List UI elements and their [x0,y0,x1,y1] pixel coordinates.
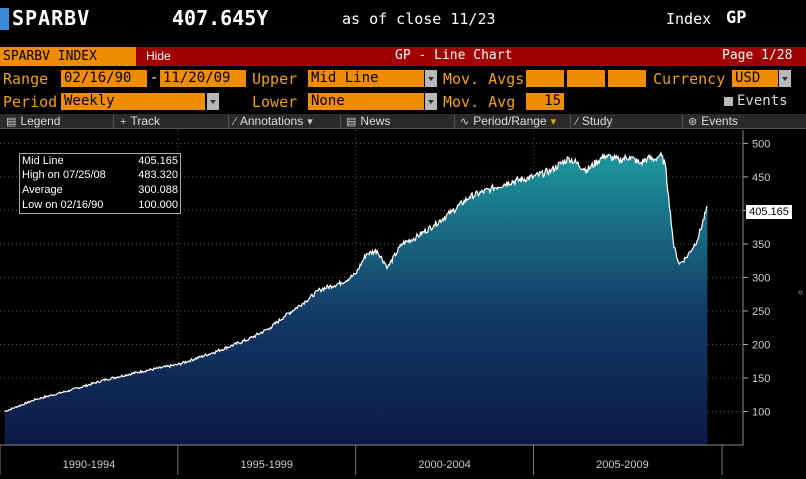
range-label: Range [3,70,49,88]
toolbar-divider [570,115,571,128]
currency-dropdown-icon[interactable] [779,70,791,87]
period-dropdown-icon[interactable] [207,93,219,110]
study-label: Study [581,114,613,128]
hide-button[interactable]: Hide [146,49,171,63]
toolbar-divider [113,115,114,128]
events-icon: ⊛ [688,116,698,128]
toolbar-divider [454,115,455,128]
annotations-button[interactable]: ∕ Annotations ▾ [234,114,317,129]
news-icon: ▤ [346,116,357,128]
y-axis: 100150200250300350400450500 [742,130,770,445]
annotations-label: Annotations [239,114,304,128]
legend-icon: ▤ [6,116,17,128]
price-area [4,152,708,445]
chart-title: GP - Line Chart [395,48,513,63]
news-label: News [360,114,391,128]
period-range-button[interactable]: ∿ Period/Range ▾ [460,114,560,129]
legend-row-average: Average 300.088 [22,184,178,198]
toolbar-divider [340,115,341,128]
mov-avg-field-3[interactable] [608,70,646,87]
high-value: 483.320 [138,169,178,181]
period-label: Period [3,93,58,111]
mid-line-label: Mid Line [22,155,64,167]
low-value: 100.000 [138,199,178,211]
ticker-marker [0,8,9,30]
top-header: SPARBV 407.645Y as of close 11/23 Index … [0,0,806,38]
chart-toolbar: ▤ Legend + Track ∕ Annotations ▾ ▤ News ∿ Peri… [0,114,806,129]
y-tick-label: 150 [752,373,770,385]
last-price: 407.645Y [172,6,269,30]
legend-row-high: High on 07/25/08 483.320 [22,169,178,183]
ticker-symbol[interactable]: SPARBV [12,6,91,30]
mov-avg-field-1[interactable] [526,70,564,87]
x-tick-label: 1995-1999 [240,459,293,471]
lower-dropdown-icon[interactable] [425,93,437,110]
legend-button[interactable]: ▤ Legend [6,114,60,129]
low-label: Low on 02/16/90 [22,199,104,211]
toolbar-divider [228,115,229,128]
events-label: Events [701,114,738,128]
mov-avg-label: Mov. Avg [443,93,516,111]
events-button[interactable]: ⊛ Events [688,114,738,129]
news-button[interactable]: ▤ News [346,114,390,129]
chart-canvas[interactable]: 100150200250300350400450500 1990-1994199… [0,130,806,479]
range-start-field[interactable]: 02/16/90 [61,70,147,87]
x-tick-label: 2000-2004 [418,459,471,471]
period-select[interactable]: Weekly [61,93,205,110]
legend-row-mid: Mid Line 405.165 [22,155,178,169]
security-name[interactable]: SPARBV INDEX [0,47,136,66]
period-range-label: Period/Range [473,114,547,128]
mov-avgs-label: Mov. Avgs [443,70,525,88]
range-end-field[interactable]: 11/20/09 [160,70,246,87]
page-indicator[interactable]: Page 1/28 [722,48,793,63]
study-button[interactable]: ∕ Study [576,114,613,129]
legend-box: Mid Line 405.165 High on 07/25/08 483.320 … [19,153,181,214]
track-label: Track [130,114,160,128]
events-checkbox-label: Events [737,93,788,109]
title-bar: SPARBV INDEX Hide GP - Line Chart Page 1… [0,47,806,66]
y-tick-label: 300 [752,272,770,284]
function-code: GP [726,8,747,28]
currency-select[interactable]: USD [732,70,778,87]
lower-label: Lower [252,93,298,111]
high-label: High on 07/25/08 [22,169,106,181]
mid-line-value: 405.165 [138,155,178,167]
average-value: 300.088 [138,184,178,196]
price-line [4,151,708,413]
chevron-down-icon: ▾ [307,116,313,128]
x-tick-label: 1990-1994 [63,459,116,471]
x-tick-label: 2005-2009 [596,459,649,471]
index-label: Index [666,10,712,28]
y-tick-label: 100 [752,406,770,418]
last-value-tag: 405.165 [746,205,792,219]
upper-select[interactable]: Mid Line [308,70,424,87]
crosshair-icon: + [120,116,127,128]
lower-select[interactable]: None [308,93,424,110]
legend-row-low: Low on 02/16/90 100.000 [22,199,178,213]
period-icon: ∿ [460,116,470,128]
as-of-date: as of close 11/23 [342,10,496,28]
y-tick-label: 250 [752,306,770,318]
mov-avg-field-2[interactable] [567,70,605,87]
pencil-icon: ∕ [234,116,236,128]
study-icon: ∕ [576,116,578,128]
chevron-down-icon: ▾ [550,116,557,128]
y-tick-label: 350 [752,239,770,251]
x-axis: 1990-1994 1995-1999 2000-2004 2005-2009 [0,444,743,475]
legend-label: Legend [20,114,61,128]
range-separator: - [150,70,159,86]
y-tick-label: 450 [752,172,770,184]
mov-avg-period-field[interactable]: 15 [526,93,564,110]
upper-dropdown-icon[interactable] [425,70,437,87]
y-tick-label: 500 [752,138,770,150]
line-chart[interactable]: 100150200250300350400450500 1990-1994199… [0,130,806,479]
track-button[interactable]: + Track [120,114,160,129]
y-tick-label: 200 [752,339,770,351]
upper-label: Upper [252,70,298,88]
toolbar-divider [682,115,683,128]
collapse-arrow-icon[interactable]: « [798,287,804,298]
events-checkbox[interactable] [724,97,733,106]
currency-label: Currency [653,70,726,88]
average-label: Average [22,184,63,196]
